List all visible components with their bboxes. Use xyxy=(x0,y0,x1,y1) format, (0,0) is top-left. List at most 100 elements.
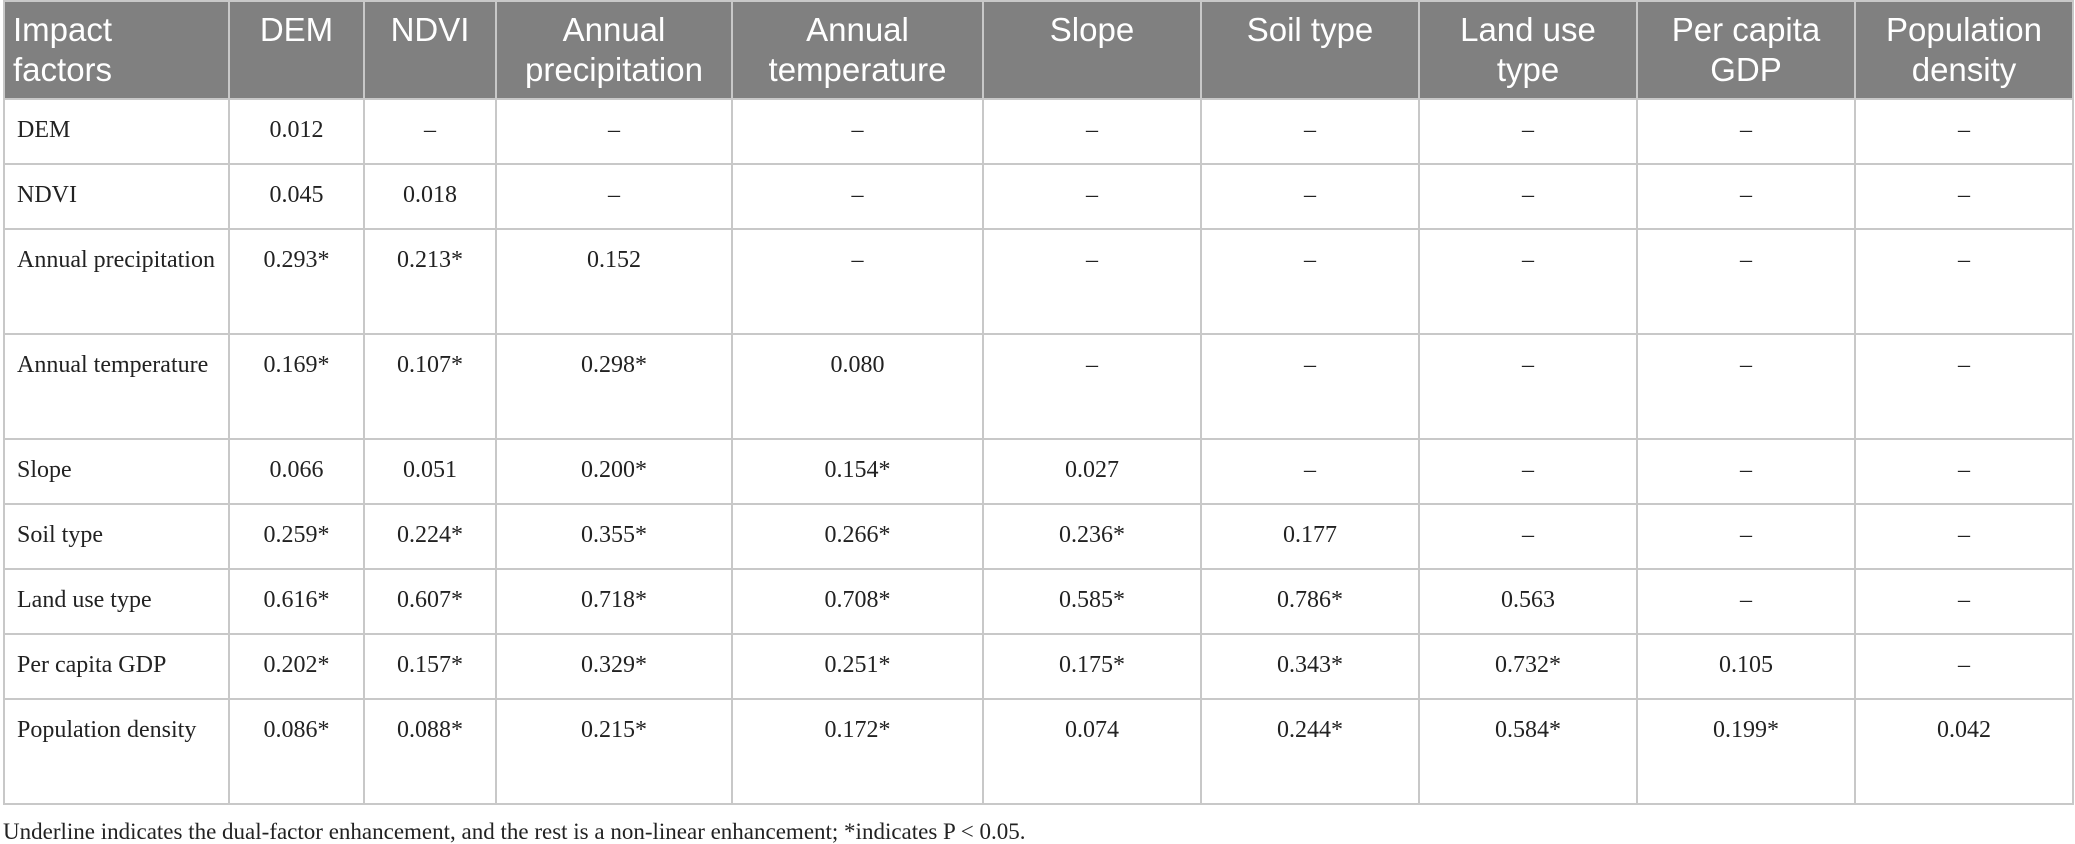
table-cell: 0.708* xyxy=(731,568,984,635)
table-cell: 0.251* xyxy=(731,633,984,700)
table-cell: 0.732* xyxy=(1418,633,1638,700)
data-table: Impact factors DEM NDVI Annual precipitatio… xyxy=(3,0,2074,805)
table-cell: 0.786* xyxy=(1200,568,1420,635)
row-label: Annual precipitation xyxy=(3,228,230,335)
table-cell: – xyxy=(1418,438,1638,505)
table-cell: – xyxy=(982,163,1202,230)
table-cell: – xyxy=(982,98,1202,165)
table-cell: – xyxy=(1854,438,2074,505)
table-cell: – xyxy=(1200,163,1420,230)
table-cell: – xyxy=(1854,228,2074,335)
table-cell: 0.152 xyxy=(495,228,733,335)
table-cell: – xyxy=(363,98,497,165)
table-cell: – xyxy=(1854,503,2074,570)
table-cell: 0.080 xyxy=(731,333,984,440)
row-label: Slope xyxy=(3,438,230,505)
table-cell: – xyxy=(1418,503,1638,570)
table-cell: – xyxy=(1418,98,1638,165)
table-row: Land use type 0.616* 0.607* 0.718* 0.708* 0.5… xyxy=(3,568,2074,635)
header-cell: NDVI xyxy=(363,0,497,100)
table-cell: 0.343* xyxy=(1200,633,1420,700)
table-cell: 0.199* xyxy=(1636,698,1856,805)
table-cell: – xyxy=(1636,228,1856,335)
table-cell: – xyxy=(1200,228,1420,335)
table-cell: – xyxy=(1636,503,1856,570)
row-label: Per capita GDP xyxy=(3,633,230,700)
table-cell: – xyxy=(1854,633,2074,700)
row-label: Soil type xyxy=(3,503,230,570)
table-row: NDVI 0.045 0.018– – – – – – – xyxy=(3,163,2074,230)
table-cell: – xyxy=(495,98,733,165)
row-label: Annual temperature xyxy=(3,333,230,440)
table-body: DEM 0.012– – – – – – – – NDVI 0.045 0.018– – – – – – – Ann… xyxy=(3,98,2074,805)
table-cell: 0.169* xyxy=(228,333,365,440)
header-row: Impact factors DEM NDVI Annual precipitatio… xyxy=(3,0,2074,100)
table-cell: 0.086* xyxy=(228,698,365,805)
footnote: Underline indicates the dual-factor enha… xyxy=(3,819,1026,844)
table-cell: 0.293* xyxy=(228,228,365,335)
table-cell: – xyxy=(731,98,984,165)
table-cell: – xyxy=(1636,333,1856,440)
header-cell: Population density xyxy=(1854,0,2074,100)
table-cell: – xyxy=(495,163,733,230)
table-cell: 0.051 xyxy=(363,438,497,505)
table-cell: 0.616* xyxy=(228,568,365,635)
table-cell: – xyxy=(1854,163,2074,230)
table-cell: 0.202* xyxy=(228,633,365,700)
table-cell: 0.266* xyxy=(731,503,984,570)
header-cell: Per capita GDP xyxy=(1636,0,1856,100)
table-row: Annual precipitation 0.293* 0.213* 0.152– – –… xyxy=(3,228,2074,335)
table-cell: 0.585* xyxy=(982,568,1202,635)
table-row: DEM 0.012– – – – – – – – xyxy=(3,98,2074,165)
table-cell: 0.012 xyxy=(228,98,365,165)
table-cell: – xyxy=(1854,333,2074,440)
table-cell: – xyxy=(1636,568,1856,635)
table-row: Slope 0.066 0.051 0.200* 0.154* 0.027– – – – xyxy=(3,438,2074,505)
table-cell: 0.066 xyxy=(228,438,365,505)
row-label: DEM xyxy=(3,98,230,165)
table-cell: – xyxy=(1200,98,1420,165)
table-cell: 0.236* xyxy=(982,503,1202,570)
table-row: Soil type 0.259* 0.224* 0.355* 0.266* 0.236* 0… xyxy=(3,503,2074,570)
table-cell: 0.355* xyxy=(495,503,733,570)
header-cell: Annual precipitation xyxy=(495,0,733,100)
table-cell: – xyxy=(1418,163,1638,230)
table-row: Annual temperature 0.169* 0.107* 0.298* 0.08… xyxy=(3,333,2074,440)
table-cell: 0.018 xyxy=(363,163,497,230)
table-cell: – xyxy=(1854,568,2074,635)
table-row: Per capita GDP 0.202* 0.157* 0.329* 0.251* 0.… xyxy=(3,633,2074,700)
table-cell: 0.042 xyxy=(1854,698,2074,805)
table-cell: 0.045 xyxy=(228,163,365,230)
table-cell: – xyxy=(1200,438,1420,505)
table-row: Population density 0.086* 0.088* 0.215* 0.17… xyxy=(3,698,2074,805)
table-cell: 0.215* xyxy=(495,698,733,805)
table-cell: 0.154* xyxy=(731,438,984,505)
table-cell: – xyxy=(1636,438,1856,505)
table-cell: – xyxy=(1636,98,1856,165)
row-label: Population density xyxy=(3,698,230,805)
table-cell: 0.177 xyxy=(1200,503,1420,570)
table-cell: – xyxy=(982,333,1202,440)
table-cell: – xyxy=(1418,228,1638,335)
table-cell: 0.107* xyxy=(363,333,497,440)
table-cell: – xyxy=(1854,98,2074,165)
row-label: NDVI xyxy=(3,163,230,230)
table-cell: – xyxy=(1418,333,1638,440)
table-cell: 0.074 xyxy=(982,698,1202,805)
table-cell: 0.175* xyxy=(982,633,1202,700)
table-cell: 0.157* xyxy=(363,633,497,700)
table-cell: – xyxy=(982,228,1202,335)
table-cell: 0.200* xyxy=(495,438,733,505)
table-cell: – xyxy=(1200,333,1420,440)
row-label: Land use type xyxy=(3,568,230,635)
table-cell: 0.213* xyxy=(363,228,497,335)
table-cell: 0.563 xyxy=(1418,568,1638,635)
table-cell: 0.244* xyxy=(1200,698,1420,805)
header-cell: Land use type xyxy=(1418,0,1638,100)
table-cell: 0.224* xyxy=(363,503,497,570)
header-cell: Impact factors xyxy=(3,0,230,100)
table-cell: – xyxy=(1636,163,1856,230)
table-cell: 0.607* xyxy=(363,568,497,635)
table-cell: – xyxy=(731,163,984,230)
